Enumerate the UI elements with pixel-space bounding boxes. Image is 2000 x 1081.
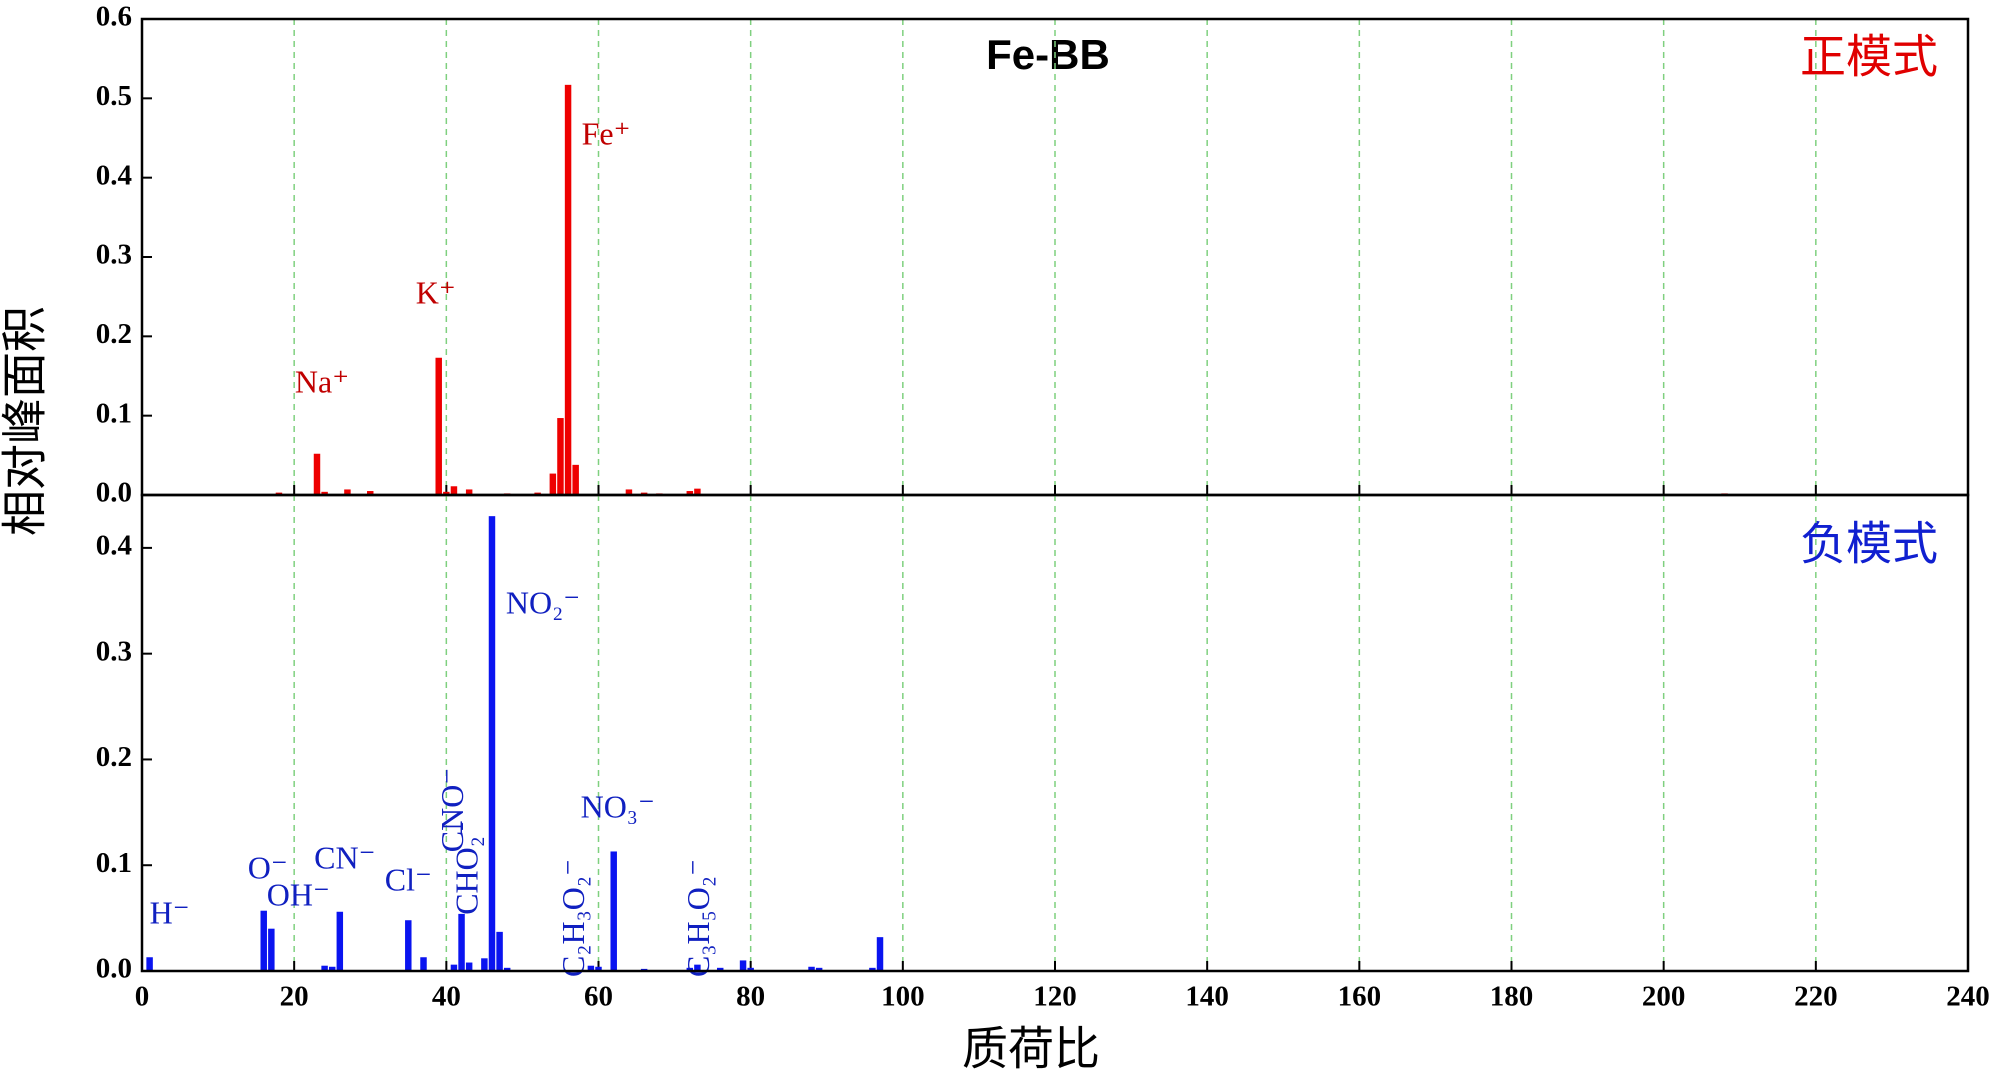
bar bbox=[747, 967, 754, 971]
y-tick-label: 0.4 bbox=[96, 159, 132, 191]
annotation: Fe⁺ bbox=[582, 115, 631, 151]
annotation: O⁻ bbox=[248, 849, 288, 885]
panel-label: 正模式 bbox=[1800, 32, 1938, 83]
y-tick-label: 0.4 bbox=[96, 530, 132, 562]
bar bbox=[587, 965, 595, 971]
x-tick-label: 220 bbox=[1794, 981, 1838, 1013]
bar bbox=[146, 957, 153, 971]
y-tick-label: 0.1 bbox=[96, 847, 132, 879]
bar bbox=[268, 928, 275, 971]
bar bbox=[564, 84, 572, 495]
bar bbox=[625, 489, 633, 495]
y-tick-label: 0.5 bbox=[96, 80, 132, 112]
bar bbox=[610, 851, 617, 971]
bar bbox=[450, 486, 458, 495]
bar bbox=[260, 910, 267, 971]
bar bbox=[336, 911, 344, 971]
bar bbox=[686, 491, 694, 495]
annotation: OH⁻ bbox=[267, 876, 330, 912]
bar bbox=[405, 920, 412, 971]
bar bbox=[694, 964, 701, 971]
annotation: C₃H₅O₂⁻ bbox=[680, 859, 716, 977]
bar bbox=[808, 966, 815, 971]
bar bbox=[465, 489, 473, 495]
y-tick-label: 0.2 bbox=[96, 318, 132, 350]
annotation: K⁺ bbox=[416, 274, 456, 310]
bar bbox=[572, 464, 579, 495]
annotation: CHO₂⁻ bbox=[449, 819, 485, 915]
x-tick-label: 200 bbox=[1642, 981, 1686, 1013]
y-tick-label: 0.0 bbox=[96, 477, 132, 509]
annotation: CNO⁻ bbox=[434, 768, 470, 852]
y-tick-label: 0.3 bbox=[96, 635, 132, 667]
bar bbox=[815, 967, 823, 971]
annotation: H⁻ bbox=[150, 894, 190, 930]
bar bbox=[321, 491, 328, 495]
bar bbox=[450, 964, 458, 971]
annotation: NO₃⁻ bbox=[581, 788, 655, 824]
bar bbox=[876, 937, 884, 971]
y-tick-label: 0.0 bbox=[96, 953, 132, 985]
x-tick-label: 20 bbox=[280, 981, 309, 1013]
annotation: CN⁻ bbox=[314, 839, 375, 875]
bar bbox=[321, 965, 328, 971]
x-tick-label: 140 bbox=[1185, 981, 1229, 1013]
bar bbox=[458, 913, 465, 971]
chart-title: Fe-BB bbox=[986, 31, 1110, 78]
x-tick-label: 180 bbox=[1490, 981, 1534, 1013]
x-tick-label: 40 bbox=[432, 981, 461, 1013]
bar bbox=[443, 491, 450, 495]
y-tick-label: 0.3 bbox=[96, 239, 132, 271]
bar bbox=[465, 962, 473, 971]
x-tick-label: 60 bbox=[584, 981, 613, 1013]
bar bbox=[344, 489, 351, 495]
bar bbox=[549, 473, 557, 495]
y-axis-label: 相对峰面积 bbox=[0, 306, 51, 536]
bar bbox=[496, 931, 503, 971]
bar bbox=[686, 967, 694, 971]
bar bbox=[503, 967, 511, 971]
x-tick-label: 0 bbox=[135, 981, 150, 1013]
bar bbox=[557, 418, 564, 495]
annotation: C₂H₃O₂⁻ bbox=[555, 859, 591, 977]
bar bbox=[716, 967, 724, 971]
bar bbox=[328, 966, 336, 971]
y-tick-label: 0.6 bbox=[96, 1, 132, 33]
y-tick-label: 0.1 bbox=[96, 397, 132, 429]
x-tick-label: 160 bbox=[1338, 981, 1382, 1013]
x-tick-label: 120 bbox=[1033, 981, 1077, 1013]
bar bbox=[739, 960, 747, 971]
x-tick-label: 80 bbox=[736, 981, 765, 1013]
annotation: Na⁺ bbox=[295, 363, 349, 399]
x-axis-label: 质荷比 bbox=[962, 1024, 1100, 1075]
bar bbox=[435, 357, 442, 495]
bar bbox=[481, 958, 488, 971]
bar bbox=[367, 491, 374, 495]
plot-frame bbox=[140, 493, 1970, 973]
x-tick-label: 240 bbox=[1946, 981, 1990, 1013]
annotation: NO₂⁻ bbox=[506, 584, 580, 620]
bar bbox=[869, 967, 876, 971]
bar bbox=[420, 957, 427, 971]
bar bbox=[313, 453, 321, 495]
bar bbox=[488, 516, 496, 971]
annotation: Cl⁻ bbox=[385, 861, 432, 897]
x-tick-label: 100 bbox=[881, 981, 925, 1013]
bar bbox=[694, 488, 701, 495]
y-tick-label: 0.2 bbox=[96, 741, 132, 773]
panel-label: 负模式 bbox=[1800, 519, 1938, 570]
bar bbox=[595, 966, 602, 971]
